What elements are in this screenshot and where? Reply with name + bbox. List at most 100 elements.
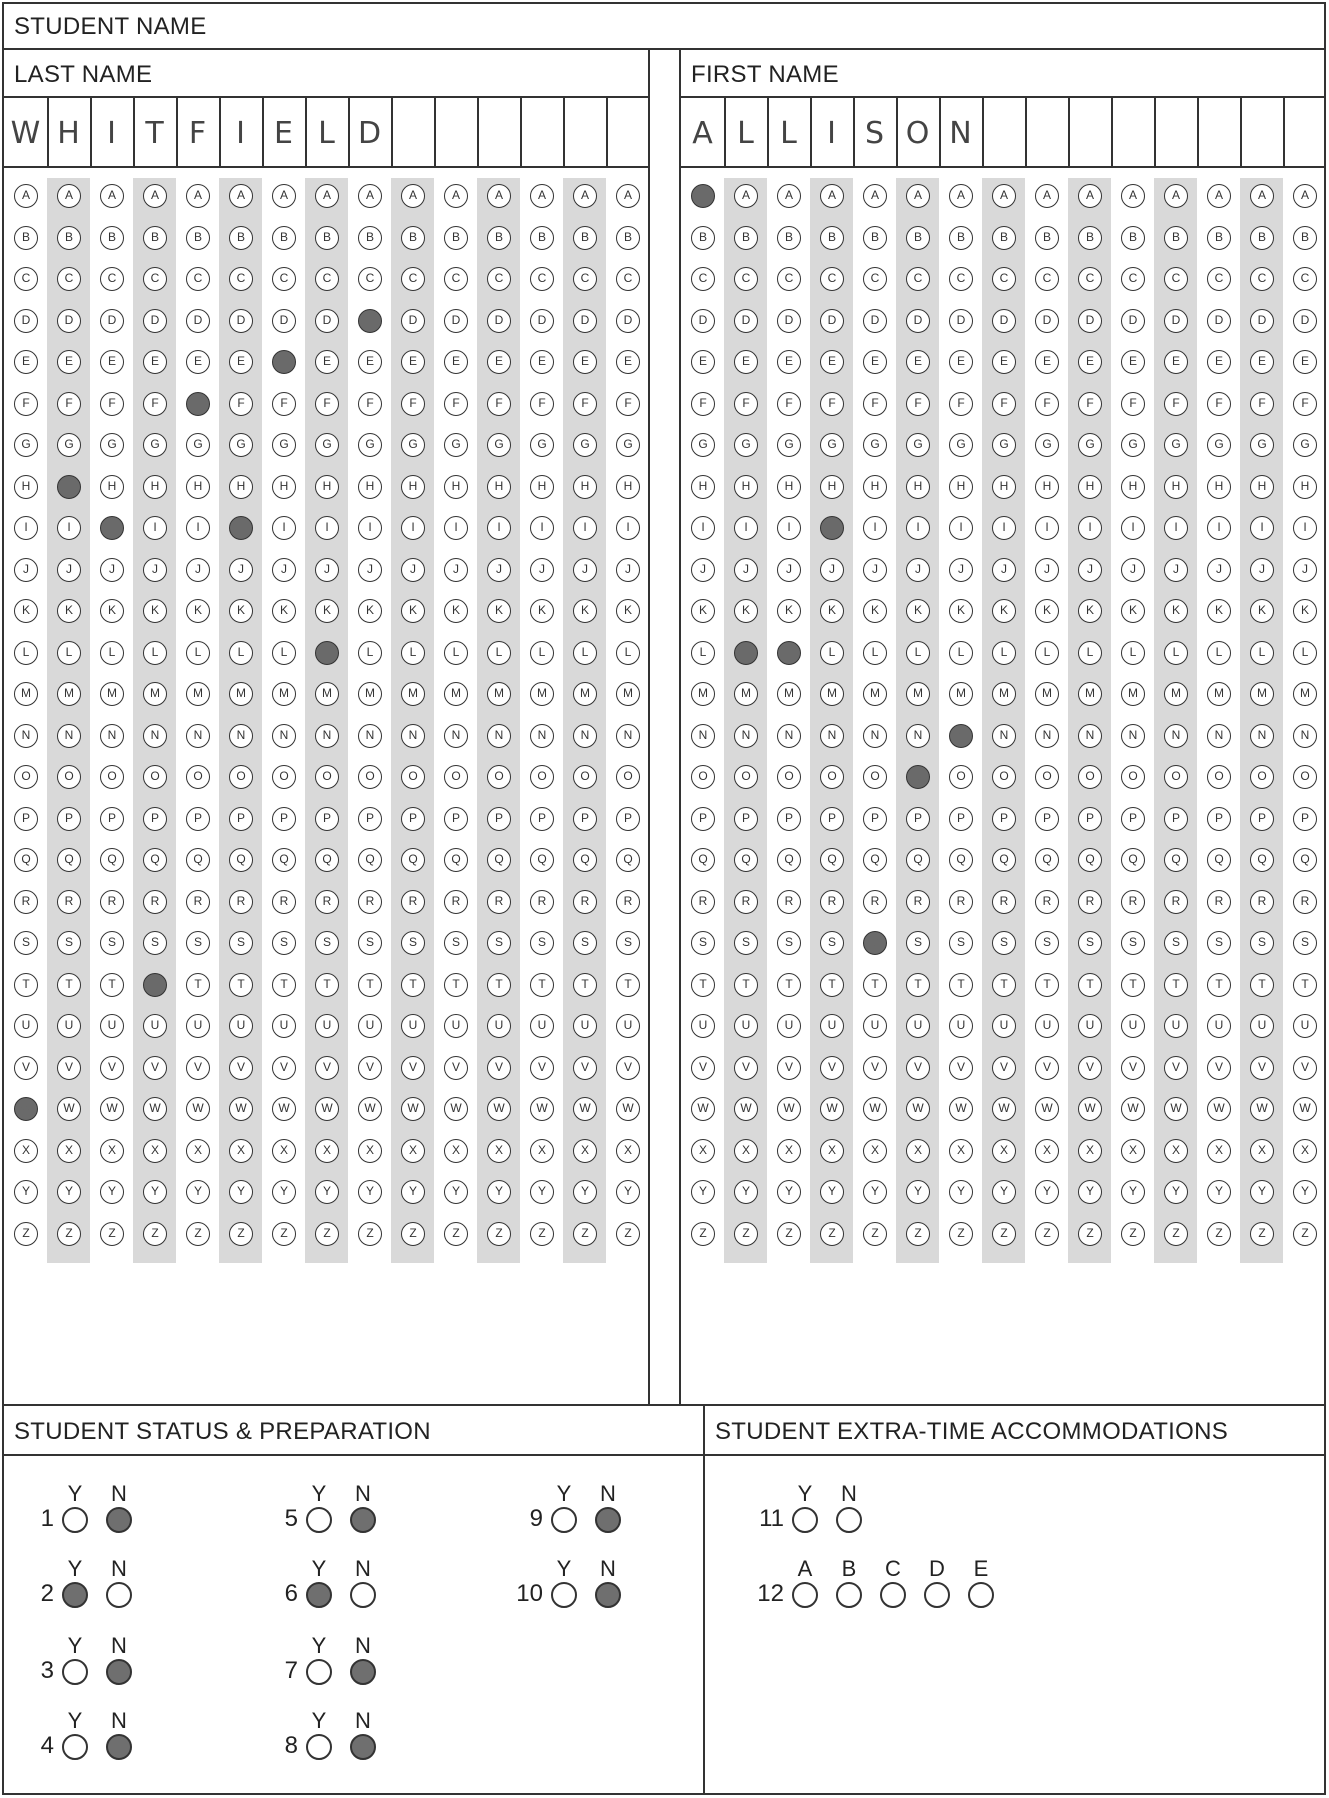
bubble-l[interactable]: L (487, 640, 511, 665)
bubble-u[interactable]: U (1207, 1014, 1231, 1038)
bubble-x[interactable]: X (949, 1138, 973, 1163)
bubble-m[interactable]: M (573, 682, 597, 706)
bubble-k[interactable]: K (1164, 599, 1188, 623)
bubble-j[interactable]: J (487, 557, 511, 582)
bubble-k[interactable]: K (1035, 599, 1059, 623)
bubble-b[interactable]: B (1035, 225, 1059, 250)
bubble-k[interactable]: K (186, 599, 210, 623)
bubble-y[interactable]: Y (444, 1180, 468, 1204)
bubble-h[interactable]: H (992, 474, 1016, 499)
bubble-z[interactable]: Z (616, 1221, 640, 1246)
bubble-n[interactable]: N (1250, 723, 1274, 748)
bubble-y[interactable]: Y (100, 1180, 124, 1204)
bubble-u[interactable]: U (315, 1014, 339, 1038)
bubble-d[interactable]: D (530, 308, 554, 333)
bubble-a[interactable]: A (444, 184, 468, 208)
bubble-s[interactable]: S (100, 931, 124, 955)
bubble-q[interactable]: Q (229, 848, 253, 872)
bubble-c[interactable]: C (1078, 267, 1102, 291)
bubble-q[interactable]: Q (143, 848, 167, 872)
bubble-k[interactable]: K (734, 599, 758, 623)
bubble-n[interactable]: N (863, 723, 887, 748)
bubble-y[interactable]: Y (1035, 1180, 1059, 1204)
bubble-z[interactable]: Z (1250, 1221, 1274, 1246)
bubble-b[interactable]: B (1293, 225, 1317, 250)
bubble-r[interactable]: R (14, 889, 38, 914)
bubble-i[interactable]: I (530, 516, 554, 540)
bubble-r[interactable]: R (949, 889, 973, 914)
bubble-m[interactable]: M (1293, 682, 1317, 706)
bubble-i[interactable]: I (992, 516, 1016, 540)
option-bubble-n[interactable] (106, 1659, 132, 1685)
bubble-k[interactable]: K (691, 599, 715, 623)
bubble-k[interactable]: K (1121, 599, 1145, 623)
bubble-i[interactable]: I (358, 516, 382, 540)
bubble-l[interactable]: L (186, 640, 210, 665)
bubble-y[interactable]: Y (949, 1180, 973, 1204)
bubble-e[interactable]: E (734, 350, 758, 374)
bubble-g[interactable]: G (186, 433, 210, 457)
bubble-b[interactable]: B (272, 225, 296, 250)
option-bubble-b[interactable] (836, 1582, 862, 1608)
bubble-e[interactable]: E (777, 350, 801, 374)
bubble-r[interactable]: R (530, 889, 554, 914)
bubble-h[interactable]: H (100, 474, 124, 499)
bubble-i[interactable]: I (1035, 516, 1059, 540)
bubble-s[interactable]: S (777, 931, 801, 955)
bubble-p[interactable]: P (777, 806, 801, 831)
bubble-p[interactable]: P (820, 806, 844, 831)
bubble-d[interactable]: D (272, 308, 296, 333)
bubble-v[interactable]: V (1293, 1055, 1317, 1080)
bubble-n[interactable]: N (820, 723, 844, 748)
bubble-h[interactable]: H (906, 474, 930, 499)
bubble-o[interactable]: O (1293, 765, 1317, 789)
bubble-c[interactable]: C (444, 267, 468, 291)
bubble-p[interactable]: P (1121, 806, 1145, 831)
bubble-t[interactable]: T (734, 972, 758, 997)
bubble-w[interactable]: W (691, 1097, 715, 1121)
bubble-y[interactable]: Y (229, 1180, 253, 1204)
bubble-h[interactable]: H (691, 474, 715, 499)
bubble-l[interactable]: L (1250, 640, 1274, 665)
bubble-o[interactable]: O (530, 765, 554, 789)
bubble-z[interactable]: Z (186, 1221, 210, 1246)
bubble-j[interactable]: J (1121, 557, 1145, 582)
bubble-t[interactable]: T (14, 972, 38, 997)
bubble-l[interactable]: L (401, 640, 425, 665)
bubble-a[interactable]: A (573, 184, 597, 208)
bubble-m[interactable]: M (444, 682, 468, 706)
bubble-z[interactable]: Z (863, 1221, 887, 1246)
bubble-c[interactable]: C (863, 267, 887, 291)
bubble-d[interactable]: D (777, 308, 801, 333)
bubble-r[interactable]: R (100, 889, 124, 914)
bubble-x[interactable]: X (1035, 1138, 1059, 1163)
bubble-u[interactable]: U (1250, 1014, 1274, 1038)
bubble-w[interactable]: W (1035, 1097, 1059, 1121)
bubble-x[interactable]: X (573, 1138, 597, 1163)
bubble-w[interactable]: W (444, 1097, 468, 1121)
bubble-j[interactable]: J (229, 557, 253, 582)
bubble-o[interactable]: O (992, 765, 1016, 789)
bubble-z[interactable]: Z (1035, 1221, 1059, 1246)
bubble-u[interactable]: U (1121, 1014, 1145, 1038)
bubble-i[interactable]: I (616, 516, 640, 540)
bubble-r[interactable]: R (1078, 889, 1102, 914)
handwritten-letter[interactable]: I (107, 116, 116, 151)
bubble-n[interactable]: N (444, 723, 468, 748)
bubble-b[interactable]: B (444, 225, 468, 250)
bubble-r[interactable]: R (1035, 889, 1059, 914)
bubble-b[interactable]: B (186, 225, 210, 250)
bubble-e[interactable]: E (229, 350, 253, 374)
bubble-b[interactable]: B (1121, 225, 1145, 250)
bubble-y[interactable]: Y (777, 1180, 801, 1204)
bubble-d[interactable]: D (1293, 308, 1317, 333)
bubble-f[interactable]: F (358, 391, 382, 416)
bubble-d[interactable]: D (315, 308, 339, 333)
bubble-m[interactable]: M (401, 682, 425, 706)
bubble-r[interactable]: R (272, 889, 296, 914)
bubble-e[interactable]: E (616, 350, 640, 374)
bubble-w[interactable]: W (1250, 1097, 1274, 1121)
bubble-z[interactable]: Z (57, 1221, 81, 1246)
bubble-p[interactable]: P (358, 806, 382, 831)
bubble-w[interactable]: W (863, 1097, 887, 1121)
